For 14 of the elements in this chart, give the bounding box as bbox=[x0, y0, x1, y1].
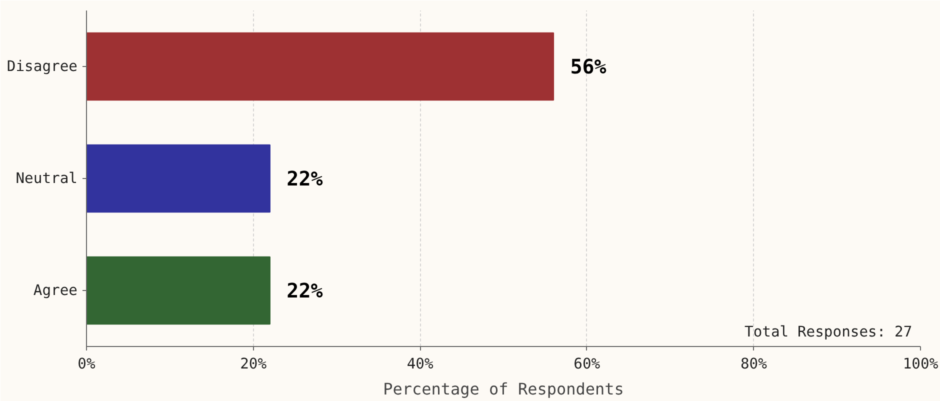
x-tick-label: 80% bbox=[740, 356, 768, 372]
y-tick-label: Agree bbox=[33, 282, 78, 299]
data-label: 22% bbox=[286, 166, 323, 190]
x-tick-label: 40% bbox=[406, 356, 434, 372]
x-tick-label: 0% bbox=[78, 356, 96, 372]
x-tick-label: 100% bbox=[902, 356, 938, 372]
data-label: 22% bbox=[286, 278, 323, 302]
y-tick-label: Disagree bbox=[6, 58, 78, 75]
x-tick-label: 60% bbox=[574, 356, 600, 372]
x-axis-title: Percentage of Respondents bbox=[383, 380, 624, 398]
x-tick-label: 20% bbox=[240, 356, 267, 372]
y-tick-label: Neutral bbox=[16, 170, 78, 187]
annotation: Total Responses: 27 bbox=[744, 324, 912, 340]
data-label: 56% bbox=[570, 54, 606, 78]
